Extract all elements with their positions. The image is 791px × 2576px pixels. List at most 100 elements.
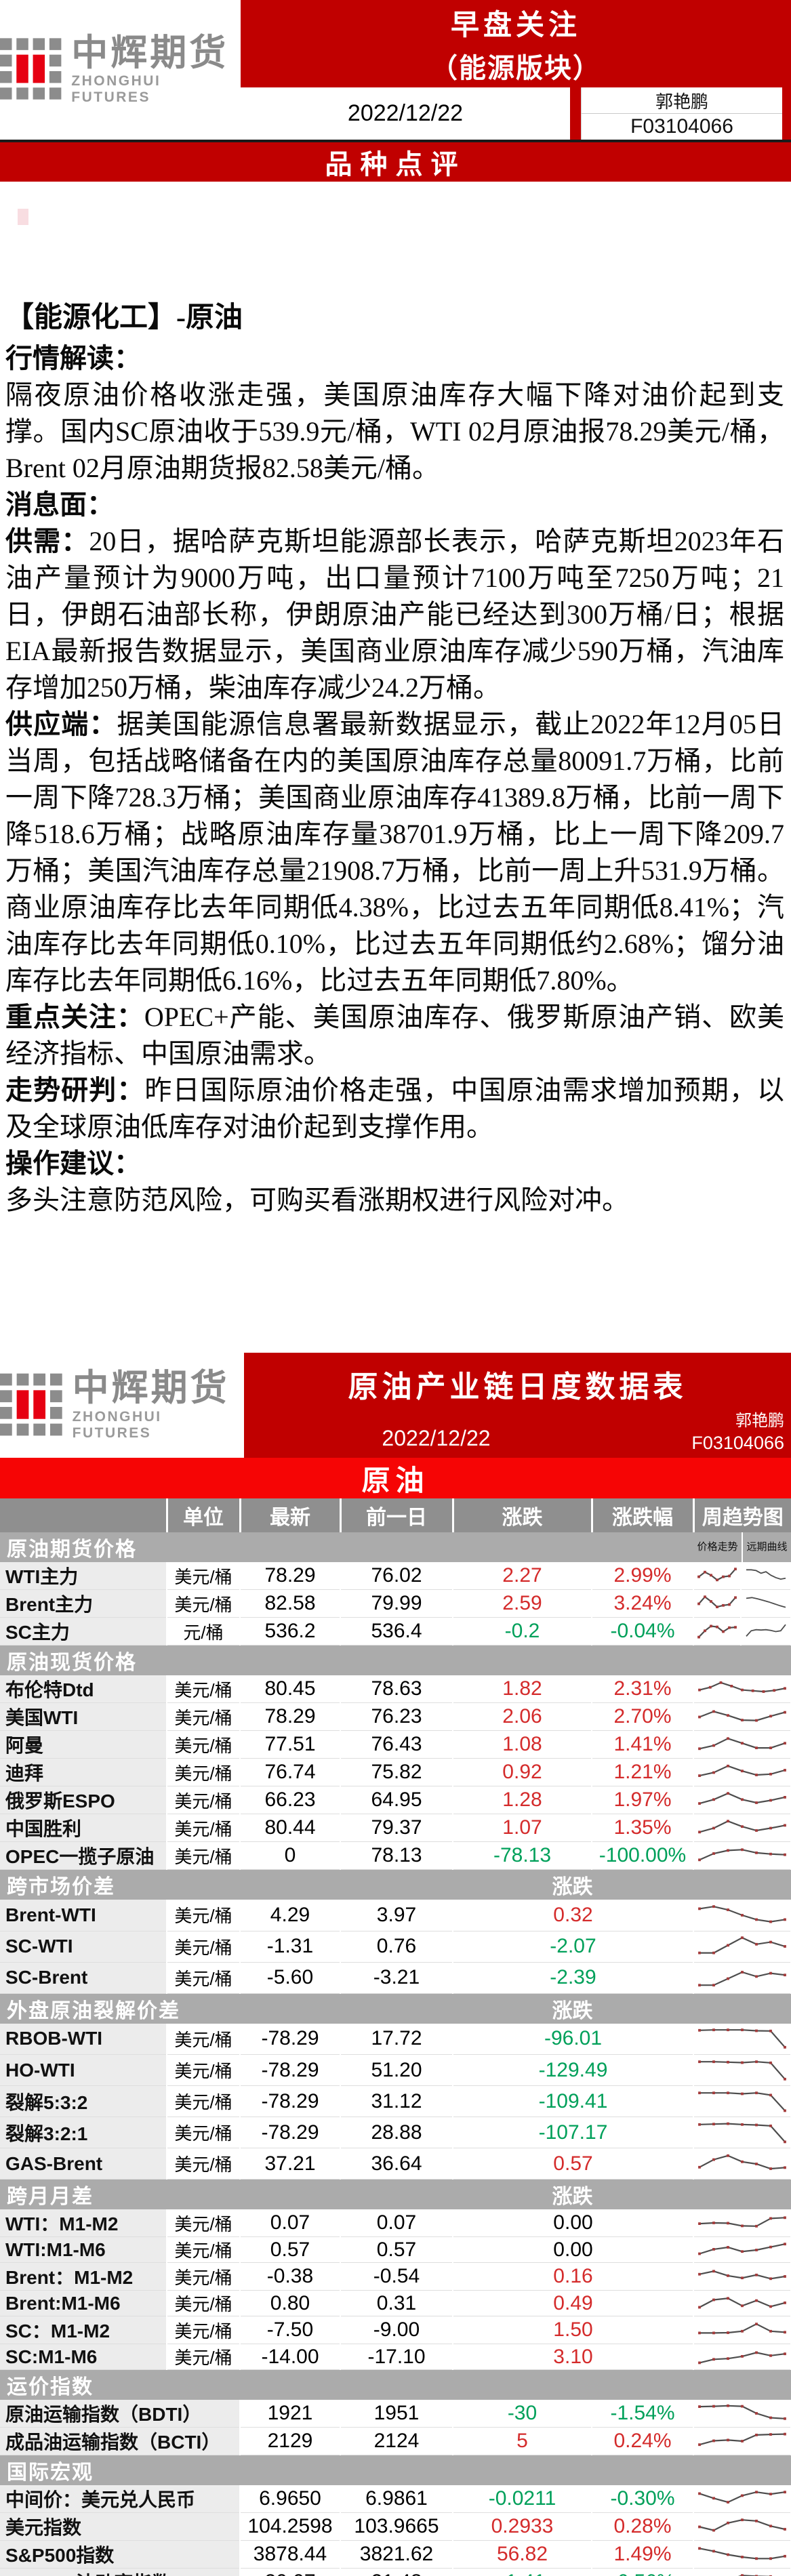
price-trend-sparkline	[698, 2060, 786, 2081]
section-change-label: 涨跌	[552, 2186, 593, 2208]
cell-previous: -17.10	[340, 2344, 453, 2370]
cell-latest: 78.29	[240, 1702, 341, 1731]
price-trend-sparkline	[698, 1847, 786, 1861]
cell-previous: 79.37	[340, 1814, 453, 1842]
table-row: GAS-Brent 美元/桶 37.21 36.64 0.57	[0, 2148, 791, 2180]
morning-report-header: 中辉期货 ZHONGHUI FUTURES 早盘关注 （能源版块） 2022/1…	[0, 0, 791, 140]
article-block: 隔夜原油价格收涨走强，美国原油库存大幅下降对油价起到支撑。国内SC原油收于539…	[5, 380, 784, 483]
cell-latest: 2129	[240, 2427, 341, 2455]
cell-change: -30	[453, 2400, 592, 2428]
section-band-row: 跨月月差 涨跌	[0, 2179, 791, 2209]
section-change-label: 涨跌	[552, 1999, 593, 2022]
table-row: SC主力 元/桶 536.2 536.4 -0.2 -0.04%	[0, 1617, 791, 1645]
cell-change-pct: -0.30%	[592, 2485, 694, 2513]
cell-unit: 美元/桶	[167, 2262, 241, 2291]
cell-change-pct: -100.00%	[592, 1841, 694, 1870]
cell-latest: 1921	[240, 2400, 341, 2428]
table-title: 原油产业链日度数据表	[348, 1370, 687, 1404]
week-trend-cell	[693, 1786, 791, 1814]
row-label: 迪拜	[0, 1758, 167, 1786]
cell-latest: -1.31	[240, 1931, 341, 1963]
row-label: 裂解3:2:1	[0, 2117, 167, 2148]
cell-change: 1.82	[453, 1675, 592, 1703]
table-row: 中国胜利 美元/桶 80.44 79.37 1.07 1.35%	[0, 1814, 791, 1842]
report-title-line2: （能源版块）	[430, 54, 601, 83]
week-trend-cell	[693, 2540, 791, 2569]
section-name: 外盘原油裂解价差	[7, 1999, 180, 2022]
price-trend-sparkline	[698, 2323, 786, 2335]
cell-latest: 78.29	[240, 1562, 341, 1590]
week-trend-cell	[693, 1900, 791, 1931]
cell-latest: -7.50	[240, 2316, 341, 2344]
cell-change: 0.2933	[453, 2512, 592, 2541]
price-trend-sparkline	[698, 1819, 786, 1833]
price-trend-cell	[693, 1562, 742, 1590]
cell-previous: 75.82	[340, 1758, 453, 1786]
row-label: Brent主力	[0, 1589, 167, 1618]
cell-change: 2.06	[453, 1702, 592, 1731]
cell-unit: 美元/桶	[167, 2316, 241, 2344]
week-trend-cell	[693, 2568, 791, 2576]
cell-change: -78.13	[453, 1841, 592, 1870]
cell-latest: -0.38	[240, 2262, 341, 2291]
forward-curve-sparkline	[746, 1596, 786, 1608]
table-row: WTI主力 美元/桶 78.29 76.02 2.27 2.99%	[0, 1562, 791, 1590]
row-label: WTI主力	[0, 1562, 167, 1590]
row-label: OPEC一揽子原油	[0, 1841, 167, 1870]
week-trend-cell	[693, 1814, 791, 1842]
report-title-line1: 早盘关注	[450, 9, 581, 41]
week-trend-cell	[693, 1702, 791, 1731]
table-row: WTI：M1-M2 美元/桶 0.07 0.07 0.00	[0, 2209, 791, 2237]
cell-unit: 美元/桶	[167, 2148, 241, 2180]
table-column-header-row: 单位 最新 前一日 涨跌 涨跌幅 周趋势图	[0, 1498, 791, 1532]
cell-unit: 美元/桶	[167, 2085, 241, 2117]
cell-latest: -78.29	[240, 2023, 341, 2055]
price-trend-cell	[693, 1589, 742, 1618]
cell-unit: 美元/桶	[167, 1962, 241, 1994]
table-row: Brent主力 美元/桶 82.58 79.99 2.59 3.24%	[0, 1589, 791, 1618]
cell-previous: 28.88	[340, 2117, 453, 2148]
row-label: 中间价：美元兑人民币	[0, 2485, 241, 2513]
price-trend-sparkline	[697, 1595, 737, 1608]
week-trend-cell	[693, 2290, 791, 2316]
week-trend-cell	[693, 2148, 791, 2180]
data-table-header: 中辉期货 ZHONGHUI FUTURES 原油产业链日度数据表 2022/12…	[0, 1353, 791, 1458]
article-block: 多头注意防范风险，可购买看涨期权进行风险对冲。	[5, 1185, 629, 1215]
brand-name-cn: 中辉期货	[72, 1368, 230, 1409]
price-trend-sparkline	[698, 2432, 786, 2447]
row-label: SC：M1-M2	[0, 2316, 167, 2344]
week-trend-cell	[693, 1675, 791, 1703]
table-row: SC-WTI 美元/桶 -1.31 0.76 -2.07	[0, 1931, 791, 1963]
cell-previous: 3.97	[340, 1900, 453, 1931]
cell-unit: 美元/桶	[167, 2236, 241, 2263]
row-label: 原油运输指数（BDTI）	[0, 2400, 241, 2428]
price-trend-sparkline	[698, 1936, 786, 1955]
cell-change-pct: 1.35%	[592, 1814, 694, 1842]
cell-unit: 美元/桶	[167, 1730, 241, 1759]
column-header-empty	[0, 1498, 168, 1532]
price-trend-sparkline	[698, 1971, 786, 1987]
row-label: HO-WTI	[0, 2054, 167, 2086]
column-header: 涨跌	[453, 1498, 593, 1532]
column-header: 单位	[167, 1498, 241, 1532]
section-band-commentary: 品种点评	[0, 140, 791, 182]
table-row: RBOB-WTI 美元/桶 -78.29 17.72 -96.01	[0, 2023, 791, 2055]
row-label: 美国WTI	[0, 1702, 167, 1731]
cell-previous: 103.9665	[340, 2512, 453, 2541]
cell-previous: 2124	[340, 2427, 453, 2455]
section-name: 原油现货价格	[7, 1652, 137, 1674]
cell-previous: 31.12	[340, 2085, 453, 2117]
cell-previous: 0.76	[340, 1931, 453, 1963]
section-band-row: 外盘原油裂解价差 涨跌	[0, 1993, 791, 2024]
cell-change: 5	[453, 2427, 592, 2455]
price-trend-sparkline	[698, 2242, 786, 2255]
forward-curve-sparkline	[746, 1568, 786, 1580]
cell-previous: -3.21	[340, 1962, 453, 1994]
row-label: 俄罗斯ESPO	[0, 1786, 167, 1814]
price-trend-sparkline	[698, 1736, 786, 1750]
cell-unit: 美元/桶	[167, 1814, 241, 1842]
cell-unit: 美元/桶	[167, 2117, 241, 2148]
article-block: 走势研判：昨日国际原油价格走强，中国原油需求增加预期，以及全球原油低库存对油价起…	[5, 1075, 785, 1142]
cell-change-pct: -1.54%	[592, 2400, 694, 2428]
week-trend-cell	[693, 2262, 791, 2291]
